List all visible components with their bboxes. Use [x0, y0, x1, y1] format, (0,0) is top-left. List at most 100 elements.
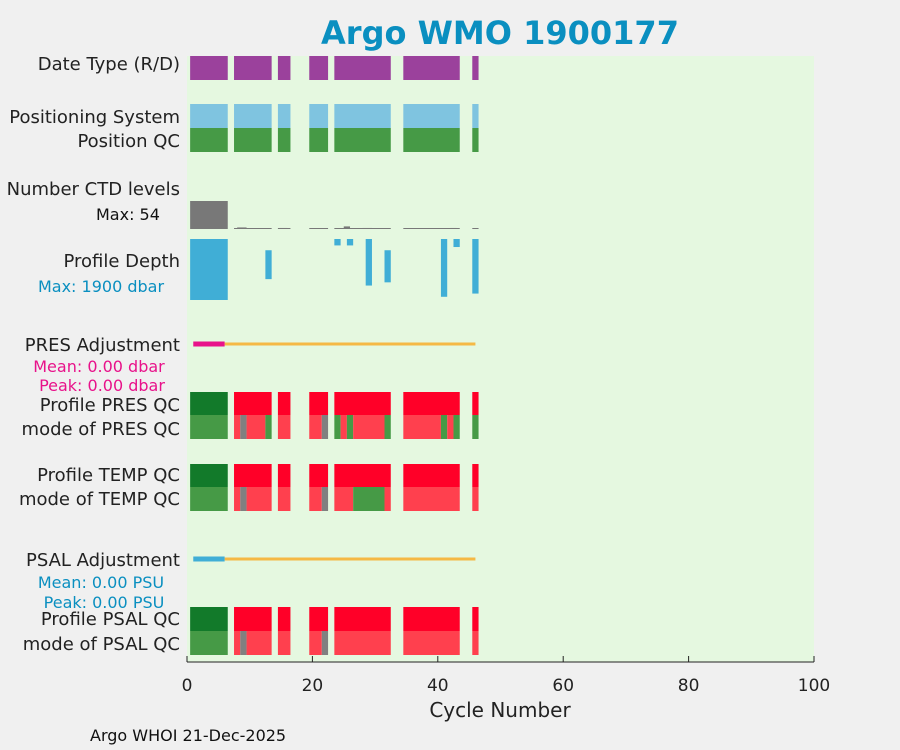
pres-mode-segment-9	[340, 415, 347, 439]
ctd-levels-label: Number CTD levels	[7, 179, 180, 200]
psal-mode-segment-6	[321, 631, 329, 655]
pres-mode-label: mode of PRES QC	[22, 419, 180, 440]
x-axis: 0 20 40 60 80 100	[182, 656, 830, 696]
row-labels: Date Type (R/D) Positioning System Positio…	[7, 54, 180, 655]
x-tick-label-20: 20	[302, 676, 324, 696]
pres-mode-segment-13	[403, 415, 441, 439]
pres-mode-segment-12	[384, 415, 391, 439]
psal-adj-peak-note: Peak: 0.00 PSU	[44, 593, 165, 612]
psal-qc-segment-1	[234, 607, 272, 631]
date-type-bar-1	[234, 56, 272, 80]
position-qc-bar-2	[277, 128, 291, 152]
pres-mode-segment-6	[309, 415, 322, 439]
positioning-bar-6	[472, 104, 479, 128]
pres-mode-segment-0	[190, 415, 228, 439]
pres-mode-segment-17	[472, 415, 479, 439]
temp-mode-segment-0	[190, 487, 228, 511]
profile-depth-bar-5	[384, 250, 391, 283]
pres-qc-segment-1	[234, 392, 272, 415]
temp-qc-label: Profile TEMP QC	[37, 465, 180, 486]
temp-mode-segment-11	[472, 487, 479, 511]
temp-mode-segment-8	[353, 487, 385, 511]
x-tick-label-60: 60	[552, 676, 574, 696]
pres-mode-segment-15	[447, 415, 454, 439]
psal-mode-segment-2	[240, 631, 247, 655]
temp-qc-segment-5	[403, 464, 460, 487]
psal-mode-segment-3	[246, 631, 272, 655]
pres-qc-segment-0	[190, 392, 228, 415]
profile-depth-bar-2	[334, 239, 341, 246]
temp-mode-segment-10	[403, 487, 460, 511]
position-qc-bar-1	[234, 128, 272, 152]
position-qc-bar-5	[403, 128, 460, 152]
pres-qc-segment-2	[277, 392, 291, 415]
x-tick-label-80: 80	[678, 676, 700, 696]
positioning-bar-5	[403, 104, 460, 128]
pres-mode-segment-11	[353, 415, 385, 439]
pres-mode-segment-2	[240, 415, 247, 439]
profile-depth-bar-7	[453, 239, 460, 248]
positioning-bar-1	[234, 104, 272, 128]
psal-qc-segment-3	[309, 607, 329, 631]
psal-mode-segment-0	[190, 631, 228, 655]
temp-qc-segment-4	[334, 464, 391, 487]
position-qc-bar-0	[190, 128, 228, 152]
ctd-levels-max-note: Max: 54	[96, 205, 160, 224]
pres-qc-label: Profile PRES QC	[40, 395, 180, 416]
temp-mode-segment-7	[334, 487, 354, 511]
positioning-bar-4	[334, 104, 391, 128]
temp-mode-segment-3	[246, 487, 272, 511]
profile-depth-bar-4	[365, 239, 372, 286]
date-type-bar-4	[334, 56, 391, 80]
psal-qc-segment-6	[472, 607, 479, 631]
pres-mode-segment-5	[277, 415, 291, 439]
ctd-levels-bar-0	[190, 201, 228, 229]
pres-qc-segment-6	[472, 392, 479, 415]
positioning-bar-3	[309, 104, 329, 128]
psal-qc-segment-0	[190, 607, 228, 631]
pres-mode-segment-10	[346, 415, 354, 439]
position-qc-bar-3	[309, 128, 329, 152]
pres-qc-segment-3	[309, 392, 329, 415]
pres-mode-segment-7	[321, 415, 329, 439]
profile-depth-bar-8	[472, 239, 479, 294]
temp-mode-segment-1	[234, 487, 241, 511]
profile-depth-bar-1	[265, 250, 272, 280]
footer-credit: Argo WHOI 21-Dec-2025	[90, 726, 287, 745]
profile-depth-bar-0	[190, 239, 228, 300]
date-type-bar-3	[309, 56, 329, 80]
date-type-bar-2	[277, 56, 291, 80]
pres-adj-label: PRES Adjustment	[25, 335, 180, 356]
psal-mode-segment-5	[309, 631, 322, 655]
x-tick-label-0: 0	[182, 676, 193, 696]
psal-adj-label: PSAL Adjustment	[26, 550, 180, 571]
temp-mode-segment-9	[384, 487, 391, 511]
psal-qc-segment-2	[277, 607, 291, 631]
pres-mode-segment-3	[246, 415, 266, 439]
position-qc-bar-6	[472, 128, 479, 152]
profile-depth-bar-6	[440, 239, 448, 297]
pres-mode-segment-1	[234, 415, 241, 439]
chart-marks	[190, 56, 479, 655]
profile-depth-bar-3	[346, 239, 354, 246]
temp-mode-segment-5	[309, 487, 322, 511]
psal-adj-mean-note: Mean: 0.00 PSU	[38, 573, 164, 592]
temp-mode-label: mode of TEMP QC	[19, 489, 180, 510]
x-axis-label: Cycle Number	[429, 698, 571, 722]
temp-qc-segment-1	[234, 464, 272, 487]
date-type-label: Date Type (R/D)	[38, 54, 180, 75]
temp-qc-segment-6	[472, 464, 479, 487]
date-type-bar-6	[472, 56, 479, 80]
temp-mode-segment-6	[321, 487, 329, 511]
pres-mode-segment-14	[440, 415, 448, 439]
psal-qc-segment-5	[403, 607, 460, 631]
ctd-levels-bar-3	[343, 226, 351, 229]
positioning-bar-0	[190, 104, 228, 128]
pres-mode-segment-16	[453, 415, 460, 439]
temp-qc-segment-0	[190, 464, 228, 487]
plot-background	[187, 56, 814, 662]
temp-qc-segment-2	[277, 464, 291, 487]
x-tick-label-100: 100	[798, 676, 830, 696]
positioning-label: Positioning System	[9, 107, 180, 128]
